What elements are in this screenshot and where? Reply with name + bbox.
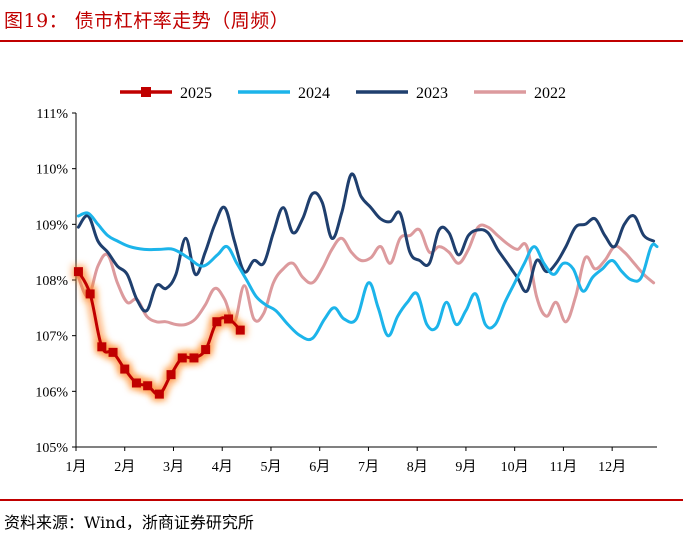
data-point-marker: [189, 353, 199, 363]
data-point-marker: [166, 370, 176, 380]
series-2025-glow: [73, 268, 245, 400]
source-divider: [0, 499, 683, 501]
x-tick-label: 2月: [114, 459, 135, 475]
y-tick-label: 105%: [35, 441, 68, 456]
x-tick-label: 4月: [212, 459, 233, 475]
legend-item-2022: 2022: [474, 85, 566, 102]
data-point-marker: [108, 347, 118, 357]
x-tick-label: 1月: [66, 459, 87, 475]
legend-label: 2023: [416, 85, 448, 102]
x-tick-label: 5月: [260, 459, 281, 475]
x-tick-label: 6月: [309, 459, 330, 475]
data-point-marker: [131, 378, 141, 388]
data-point-marker: [235, 325, 245, 335]
data-point-marker: [85, 289, 95, 299]
y-tick-label: 110%: [36, 163, 68, 178]
legend-marker: [141, 87, 151, 97]
chart-legend: 2025 2024 2023 2022: [120, 85, 566, 102]
data-point-marker: [177, 353, 187, 363]
chart-series: [71, 172, 659, 402]
y-tick-label: 106%: [35, 385, 68, 400]
data-point-marker: [212, 317, 222, 327]
legend-label: 2024: [298, 85, 330, 102]
x-tick-label: 8月: [407, 459, 428, 475]
data-point-marker: [73, 267, 83, 277]
y-tick-label: 108%: [35, 274, 68, 289]
x-tick-label: 3月: [163, 459, 184, 475]
legend-label: 2025: [180, 85, 212, 102]
y-tick-label: 109%: [35, 218, 68, 233]
series-2022-line: [76, 223, 656, 327]
title-divider: [0, 40, 683, 42]
x-tick-label: 9月: [455, 459, 476, 475]
data-point-marker: [143, 381, 153, 391]
source-note: 资料来源：Wind，浙商证券研究所: [4, 513, 254, 532]
legend-item-2023: 2023: [356, 85, 448, 102]
x-tick-label: 12月: [598, 459, 626, 475]
x-tick-label: 11月: [550, 459, 577, 475]
x-tick-label: 7月: [358, 459, 379, 475]
y-tick-label: 111%: [36, 107, 68, 122]
y-tick-label: 107%: [35, 330, 68, 345]
data-point-marker: [154, 389, 164, 399]
legend-item-2025: 2025: [120, 85, 212, 102]
legend-label: 2022: [534, 85, 566, 102]
series-2023-line: [76, 172, 656, 313]
x-tick-label: 10月: [501, 459, 529, 475]
data-point-marker: [97, 342, 107, 352]
leverage-line-chart: 2025 2024 2023 2022 105% 106% 107% 108% 109% 110…: [35, 85, 659, 475]
data-point-marker: [120, 364, 130, 374]
data-point-marker: [201, 345, 211, 355]
data-point-marker: [224, 314, 234, 324]
series-2024-line: [76, 211, 659, 342]
chart-axes: 105% 106% 107% 108% 109% 110% 111% 1月 2月 3月 4月 5月 6月…: [35, 107, 657, 475]
figure-title: 图19： 债市杠杆率走势（周频）: [4, 10, 290, 32]
legend-item-2024: 2024: [238, 85, 330, 102]
